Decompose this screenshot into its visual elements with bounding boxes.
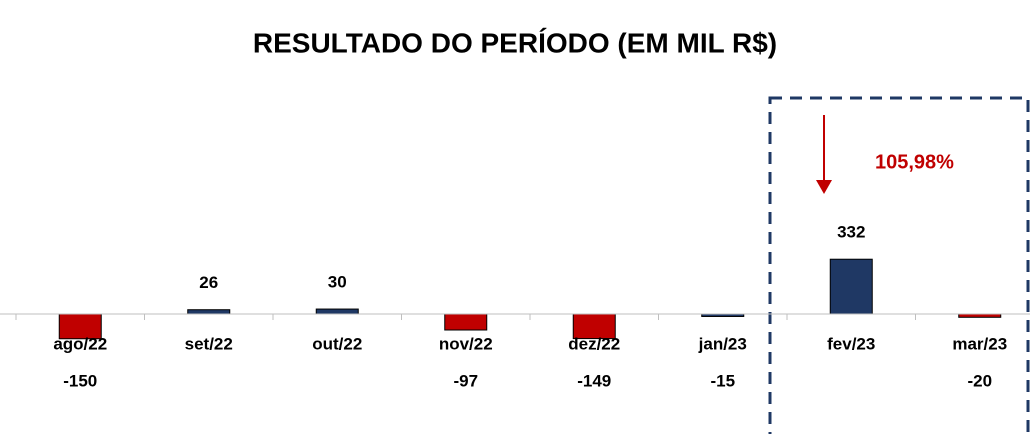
- x-tick-label: set/22: [185, 334, 233, 353]
- x-tick-label: nov/22: [439, 334, 493, 353]
- arrow-head: [816, 180, 832, 194]
- data-label: 332: [837, 223, 865, 242]
- bar: [829, 258, 873, 315]
- data-label: -149: [577, 371, 611, 390]
- x-tick-label: jan/23: [698, 334, 747, 353]
- x-tick-label: ago/22: [53, 334, 107, 353]
- x-tick-label: dez/22: [568, 334, 620, 353]
- data-label: -20: [967, 371, 992, 390]
- data-label: -97: [453, 371, 478, 390]
- highlight-box: [768, 96, 1030, 434]
- data-label: 26: [199, 273, 218, 292]
- x-tick-label: fev/23: [827, 334, 875, 353]
- chart-title: RESULTADO DO PERÍODO (EM MIL R$): [253, 27, 777, 58]
- bar: [187, 309, 231, 315]
- bar: [315, 308, 359, 315]
- x-tick-label: out/22: [312, 334, 362, 353]
- bar: [444, 313, 488, 331]
- data-label: 30: [328, 273, 347, 292]
- data-label: -15: [710, 371, 735, 390]
- x-tick-label: mar/23: [952, 334, 1007, 353]
- data-label: -150: [63, 371, 97, 390]
- annotation: 105,98%: [875, 151, 954, 173]
